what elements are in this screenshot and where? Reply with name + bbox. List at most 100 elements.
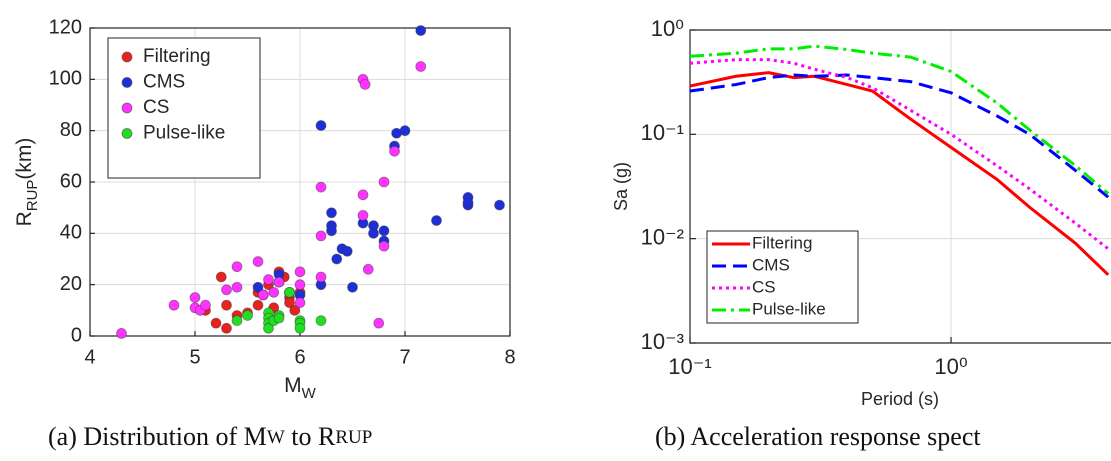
point xyxy=(116,328,127,339)
point xyxy=(378,225,390,237)
point xyxy=(462,197,474,208)
y-tick-label: 100 xyxy=(49,68,82,90)
caption: (a) Distribution of MW to RRUP xyxy=(48,422,372,451)
legend-label: Filtering xyxy=(752,233,812,252)
y-tick-label: 20 xyxy=(60,273,82,295)
point xyxy=(315,271,327,283)
x-axis-label: MW xyxy=(284,374,317,403)
point xyxy=(315,120,327,131)
point xyxy=(284,286,295,298)
point xyxy=(315,230,327,242)
point xyxy=(268,286,280,298)
x-tick-label: 10⁰ xyxy=(934,354,967,379)
x-tick-label: 5 xyxy=(189,346,200,368)
x-tick-label: 6 xyxy=(294,346,305,368)
series-line xyxy=(690,44,1110,195)
y-tick-label: 10⁻² xyxy=(641,224,684,249)
x-axis-label-part: M xyxy=(284,374,302,397)
x-axis-label: Period (s) xyxy=(861,389,939,409)
x-tick-label: 4 xyxy=(84,346,95,368)
point xyxy=(231,315,243,327)
point xyxy=(189,292,201,303)
point xyxy=(200,299,211,311)
point xyxy=(221,322,232,334)
legend-box xyxy=(706,230,859,324)
y-tick-label: 80 xyxy=(60,119,82,141)
series-line xyxy=(690,71,1110,276)
point xyxy=(289,304,301,316)
point xyxy=(315,315,327,327)
point xyxy=(378,176,390,188)
point xyxy=(415,61,427,72)
caption-part: (a) Distribution of M xyxy=(48,422,267,451)
point xyxy=(326,225,337,237)
point xyxy=(431,215,442,226)
point xyxy=(215,271,227,283)
y-tick-label: 40 xyxy=(60,222,82,244)
point xyxy=(231,261,243,273)
point xyxy=(368,227,379,239)
point xyxy=(294,297,306,309)
point xyxy=(373,317,385,329)
point xyxy=(252,299,264,311)
caption: (b) Acceleration response spect xyxy=(655,422,981,451)
point xyxy=(331,253,343,265)
y-tick-label: 120 xyxy=(49,16,82,38)
legend-marker xyxy=(121,102,133,114)
point xyxy=(257,289,269,301)
point xyxy=(357,189,369,201)
y-tick-label: 10⁻¹ xyxy=(641,120,684,145)
legend-label: Pulse-like xyxy=(752,299,826,318)
caption-part: to R xyxy=(285,422,336,451)
point xyxy=(273,312,285,324)
point xyxy=(494,199,505,211)
y-tick-label: 60 xyxy=(60,170,82,192)
caption-part: W xyxy=(267,427,285,448)
point xyxy=(326,207,337,219)
point xyxy=(341,245,353,257)
caption-part: RUP xyxy=(335,427,372,448)
legend-label: CS xyxy=(752,277,776,296)
point xyxy=(168,299,180,311)
x-tick-label: 10⁻¹ xyxy=(668,354,711,379)
point xyxy=(378,240,390,252)
x-axis-label-part: W xyxy=(302,385,317,402)
point xyxy=(359,79,371,90)
point xyxy=(415,25,427,36)
legend-marker xyxy=(121,128,133,139)
point xyxy=(294,266,306,278)
y-tick-label: 10⁻³ xyxy=(641,329,684,354)
point xyxy=(221,299,232,311)
series-line xyxy=(690,73,1110,199)
point xyxy=(221,284,232,296)
y-axis-label-part: (km) xyxy=(13,138,36,180)
legend-label: CMS xyxy=(143,72,185,93)
axes-box xyxy=(89,27,511,337)
legend-label: Filtering xyxy=(143,46,211,67)
y-tick-label: 0 xyxy=(71,324,82,346)
legend-box xyxy=(107,37,261,179)
point xyxy=(362,263,374,275)
point xyxy=(231,281,243,293)
legend-marker xyxy=(121,77,133,88)
point xyxy=(294,279,306,291)
point xyxy=(357,209,369,221)
point xyxy=(263,274,274,285)
point xyxy=(389,145,400,157)
y-tick-label: 10⁰ xyxy=(651,16,684,41)
x-tick-label: 7 xyxy=(399,346,410,368)
point xyxy=(399,125,411,137)
caption-part: (b) Acceleration response spect xyxy=(655,422,981,451)
point xyxy=(347,281,358,293)
point xyxy=(294,322,306,334)
point xyxy=(242,310,253,321)
series-line xyxy=(690,58,1110,250)
point xyxy=(210,317,222,329)
y-axis-label: RRUP(km) xyxy=(13,138,42,227)
x-tick-label: 8 xyxy=(504,346,515,368)
y-axis-label-part: R xyxy=(13,211,36,226)
legend-label: Pulse-like xyxy=(143,123,225,144)
point xyxy=(252,281,264,293)
legend-label: CMS xyxy=(752,255,790,274)
